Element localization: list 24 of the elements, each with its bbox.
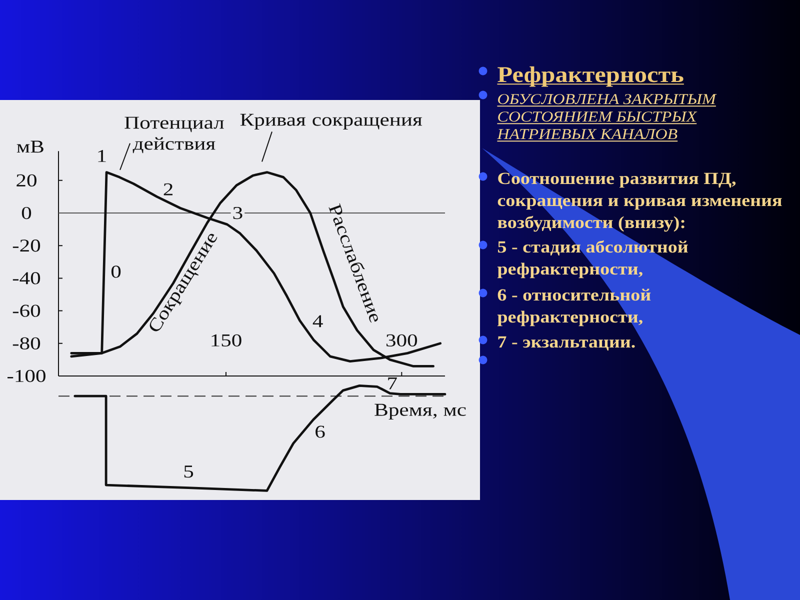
x-tick-label: 150: [212, 334, 242, 346]
y-tick-label: -60: [12, 304, 40, 317]
legend-label: Потенциал действия: [124, 116, 224, 154]
y-tick-label: -80: [12, 337, 40, 350]
annotation: 7: [388, 377, 397, 390]
annotation: 6: [316, 426, 325, 438]
annotation: 3: [233, 206, 242, 220]
y-axis-title: мВ: [16, 140, 44, 153]
text: Кривая сокращения: [240, 114, 422, 130]
y-tick-label: 0: [22, 206, 32, 220]
text: 7 - экзальтации.: [498, 336, 635, 350]
annotation: 1: [98, 150, 106, 162]
y-tick-label: -40: [12, 272, 40, 284]
y-tick-label: -20: [12, 240, 40, 252]
text: ОБУСЛОВЛЕНА ЗАКРЫТЫМ СОСТОЯНИЕМ БЫСТРЫХ НАТРИЕВЫХ КАНАЛОВ: [497, 94, 717, 140]
x-axis-title: Время, мс: [374, 404, 466, 420]
text: Рефрактерность: [498, 66, 684, 87]
annotation: 0: [111, 266, 121, 278]
y-tick-label: -100: [8, 370, 46, 382]
annotation: 2: [164, 183, 172, 196]
annotation: 4: [312, 315, 323, 328]
y-tick-label: 20: [16, 174, 36, 186]
annotation: 5: [184, 466, 194, 478]
x-tick-label: 300: [386, 334, 418, 346]
